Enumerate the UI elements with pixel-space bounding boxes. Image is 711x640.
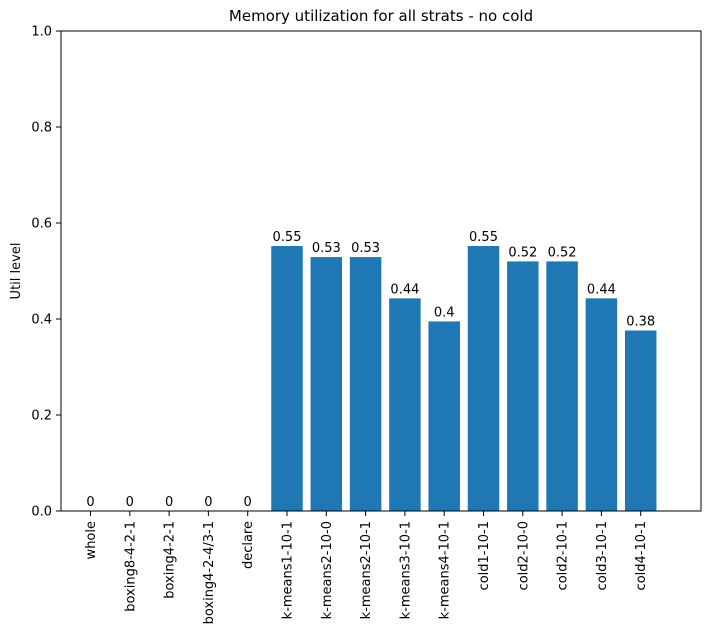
x-tick-label: k-means3-10-1 bbox=[398, 521, 413, 619]
bar-k-means2-10-0 bbox=[310, 257, 343, 511]
data-labels-layer: 0 0 0 0 0 0.55 0.53 0.53 0.44 0.4 0.55 0.52 0.52 0.44… bbox=[86, 230, 655, 510]
bar-cold4-10-1 bbox=[624, 330, 657, 511]
x-tick-label: k-means2-10-0 bbox=[320, 521, 335, 619]
data-label: 0 bbox=[244, 495, 252, 510]
y-tick-label: 1.0 bbox=[31, 25, 52, 40]
bar-cold3-10-1 bbox=[585, 298, 618, 511]
x-tick-label: declare bbox=[241, 521, 256, 569]
data-label: 0.55 bbox=[273, 230, 302, 245]
x-tick-label: cold2-10-1 bbox=[556, 521, 571, 590]
x-tick-label: k-means4-10-1 bbox=[438, 521, 453, 619]
bar-cold1-10-1 bbox=[467, 246, 500, 512]
y-tick-label: 0.0 bbox=[31, 505, 52, 520]
x-tick-label: cold1-10-1 bbox=[477, 521, 492, 590]
x-tick-label: k-means1-10-1 bbox=[281, 521, 296, 619]
bar-cold2-10-1 bbox=[546, 261, 578, 511]
x-tick-label: cold2-10-0 bbox=[516, 521, 531, 590]
data-label: 0.44 bbox=[587, 282, 616, 297]
plot-frame bbox=[60, 30, 702, 512]
y-axis: 0.0 0.2 0.4 0.6 0.8 1.0 bbox=[31, 25, 61, 520]
x-tick-label: cold3-10-1 bbox=[595, 521, 610, 590]
x-tick-label: cold4-10-1 bbox=[634, 521, 649, 590]
data-label: 0.52 bbox=[548, 245, 577, 260]
bar-k-means2-10-1 bbox=[349, 257, 382, 511]
bar-k-means1-10-1 bbox=[271, 246, 303, 512]
data-label: 0.44 bbox=[390, 282, 419, 297]
y-axis-label: Util level bbox=[9, 243, 24, 300]
bars-layer bbox=[271, 246, 657, 512]
chart-title: Memory utilization for all strats - no c… bbox=[229, 7, 533, 25]
x-tick-label: whole bbox=[84, 521, 99, 559]
y-tick-label: 0.8 bbox=[31, 121, 52, 136]
x-tick-label: boxing8-4-2-1 bbox=[123, 521, 138, 612]
data-label: 0.38 bbox=[626, 315, 655, 330]
data-label: 0 bbox=[204, 495, 212, 510]
y-tick-label: 0.2 bbox=[31, 409, 52, 424]
x-tick-label: k-means2-10-1 bbox=[359, 521, 374, 619]
y-tick-label: 0.6 bbox=[31, 217, 52, 232]
x-axis: whole boxing8-4-2-1 boxing4-2-1 boxing4-2-4… bbox=[84, 511, 649, 624]
data-label: 0.53 bbox=[312, 241, 341, 256]
data-label: 0 bbox=[126, 495, 134, 510]
bar-k-means4-10-1 bbox=[428, 321, 460, 511]
data-label: 0 bbox=[165, 495, 173, 510]
data-label: 0 bbox=[86, 495, 94, 510]
data-label: 0.52 bbox=[508, 245, 537, 260]
y-tick-label: 0.4 bbox=[31, 313, 52, 328]
bar-cold2-10-0 bbox=[507, 261, 539, 511]
x-tick-label: boxing4-2-4/3-1 bbox=[202, 521, 217, 624]
data-label: 0.4 bbox=[434, 305, 455, 320]
x-tick-label: boxing4-2-1 bbox=[163, 521, 178, 599]
data-label: 0.55 bbox=[469, 230, 498, 245]
data-label: 0.53 bbox=[351, 241, 380, 256]
bar-k-means3-10-1 bbox=[389, 298, 421, 511]
